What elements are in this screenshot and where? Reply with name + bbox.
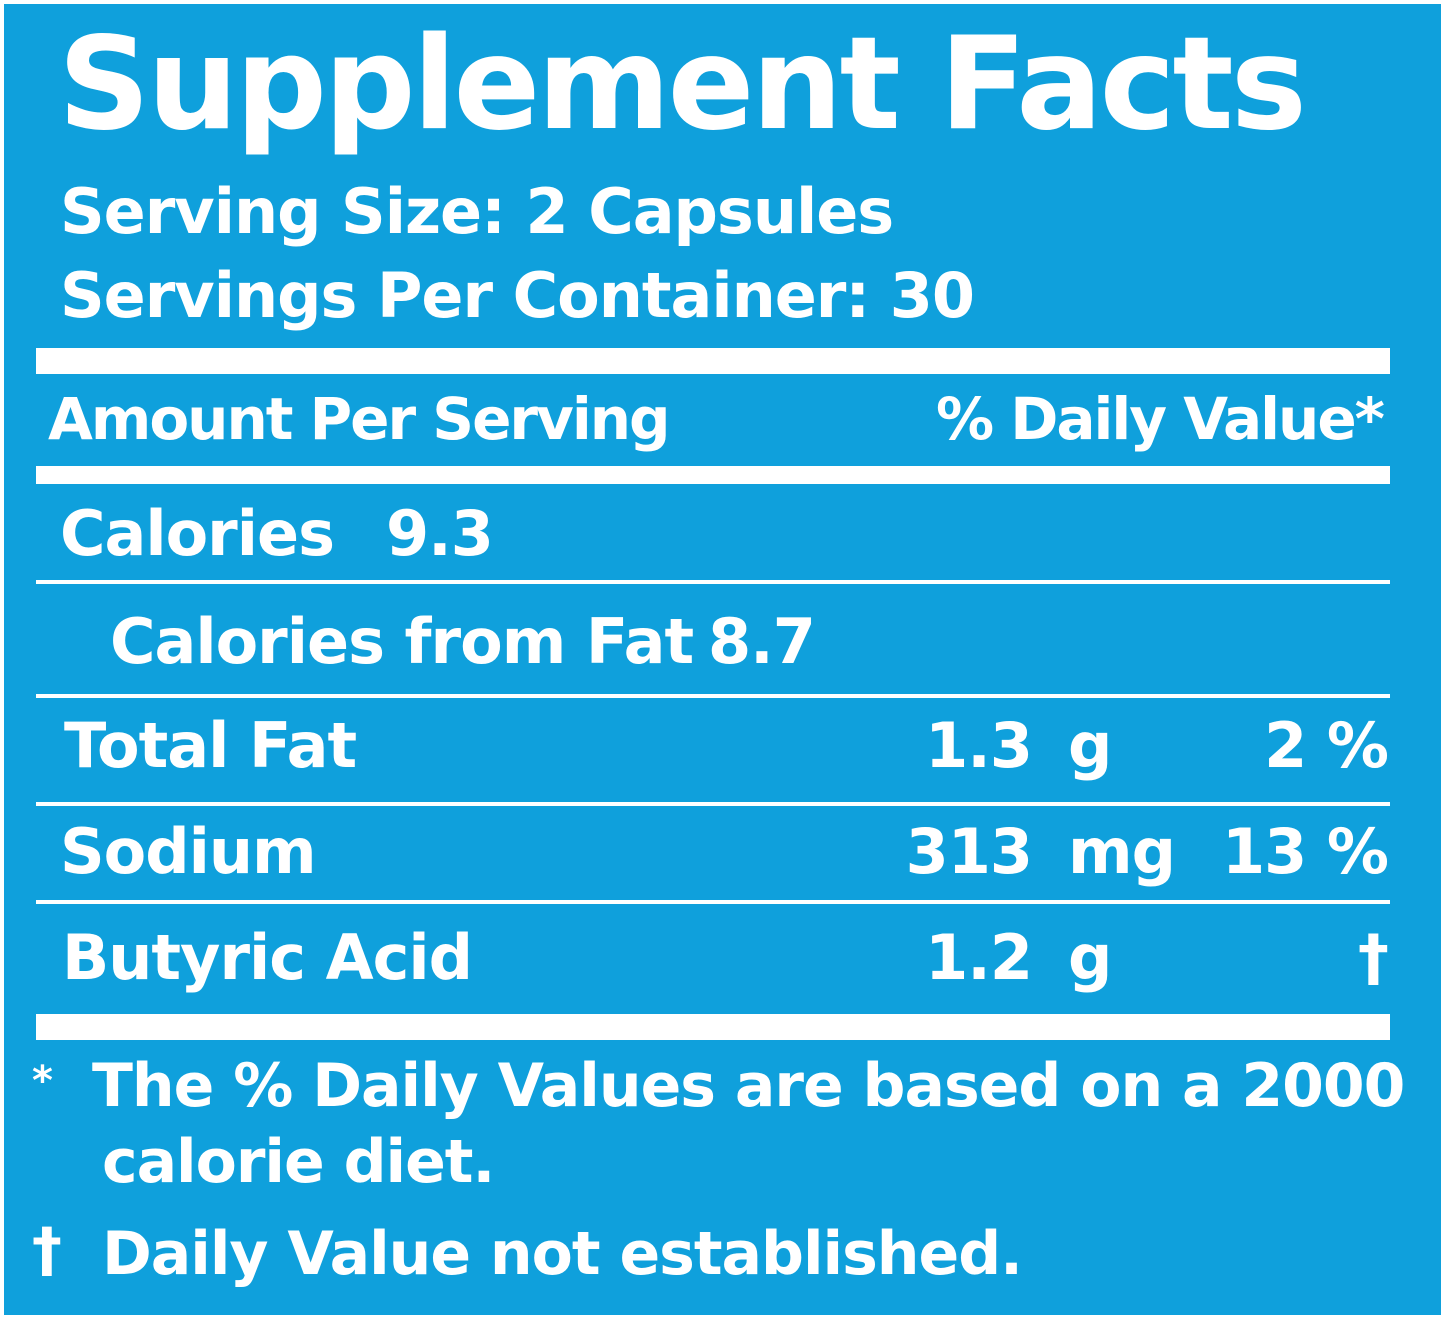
divider-sodium: [36, 900, 1390, 904]
nutrient-amount: 313: [905, 815, 1033, 888]
calories-label: Calories: [60, 497, 335, 570]
header-amount-per-serving: Amount Per Serving: [48, 385, 671, 453]
divider-thick-bottom: [36, 1014, 1390, 1040]
nutrient-daily-value: 2 %: [1264, 709, 1389, 782]
panel-title: Supplement Facts: [58, 10, 1307, 159]
divider-calories-fat: [36, 694, 1390, 698]
nutrient-daily-value: †: [1358, 921, 1389, 994]
nutrient-unit: mg: [1068, 815, 1176, 888]
nutrient-daily-value: 13 %: [1222, 815, 1389, 888]
nutrient-name: Sodium: [60, 815, 317, 888]
footnote-asterisk: *: [32, 1058, 53, 1104]
divider-thick-top: [36, 348, 1390, 374]
footnote-dagger: †: [32, 1215, 62, 1285]
header-daily-value: % Daily Value*: [935, 385, 1385, 453]
calories-value: 9.3: [386, 497, 494, 570]
calories-from-fat-label: Calories from Fat: [110, 605, 694, 678]
nutrient-unit: g: [1068, 921, 1112, 994]
nutrient-amount: 1.2: [925, 921, 1033, 994]
divider-calories: [36, 580, 1390, 584]
supplement-facts-panel: Supplement Facts Serving Size: 2 Capsule…: [4, 4, 1441, 1315]
nutrient-name: Butyric Acid: [62, 921, 473, 994]
nutrient-unit: g: [1068, 709, 1112, 782]
divider-header: [36, 466, 1390, 484]
nutrient-amount: 1.3: [925, 709, 1033, 782]
nutrient-name: Total Fat: [64, 709, 357, 782]
divider-total-fat: [36, 802, 1390, 806]
footnote-daily-values-line2: calorie diet.: [102, 1127, 495, 1197]
calories-from-fat-value: 8.7: [708, 605, 816, 678]
servings-per-container: Servings Per Container: 30: [60, 259, 975, 332]
footnote-daily-values-line1: The % Daily Values are based on a 2000: [92, 1051, 1405, 1121]
footnote-not-established: Daily Value not established.: [102, 1219, 1023, 1289]
serving-size: Serving Size: 2 Capsules: [60, 175, 894, 248]
